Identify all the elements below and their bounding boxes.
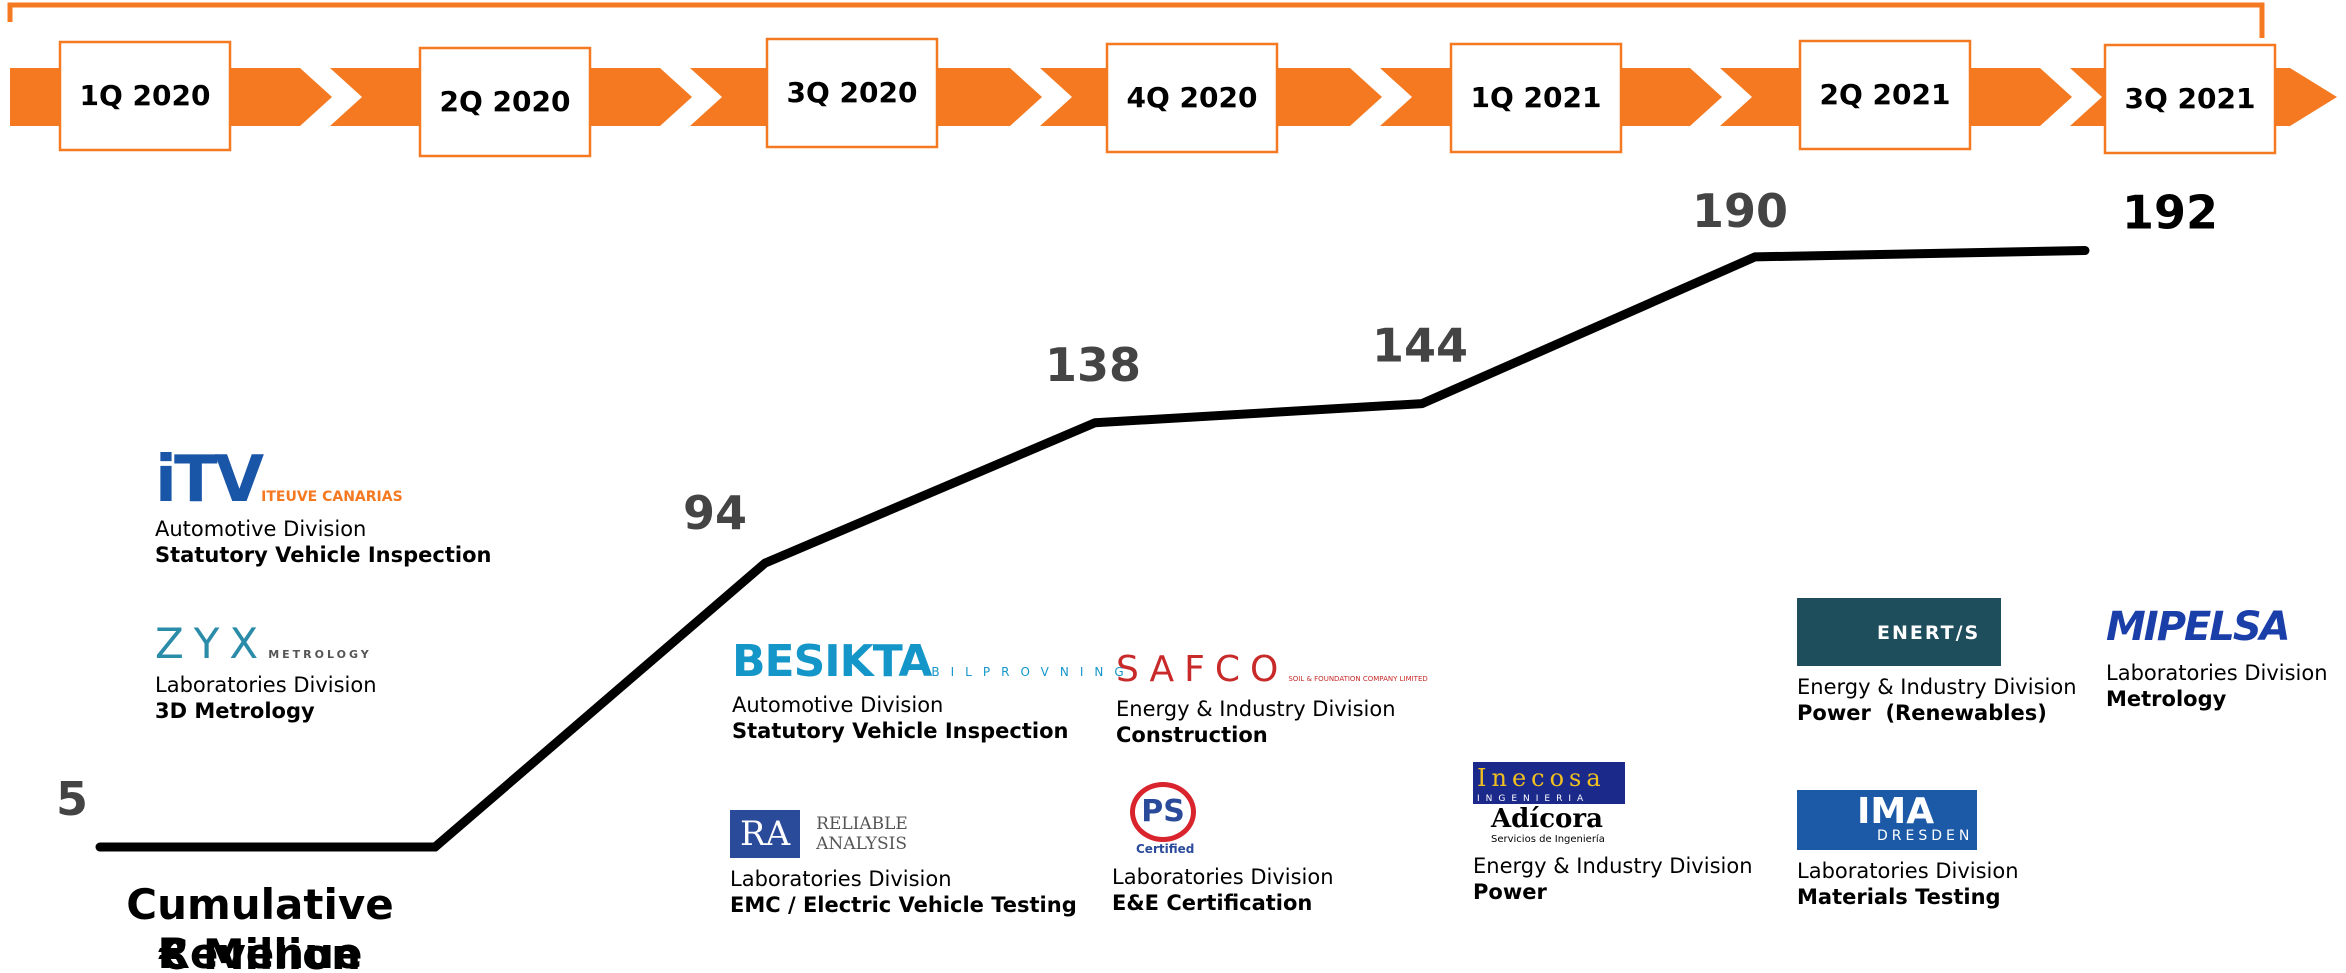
logo: SAFCOSOIL & FOUNDATION COMPANY LIMITED — [1116, 652, 1428, 688]
logo-text: RA — [730, 810, 801, 858]
logo-text: IMA — [1797, 790, 1977, 830]
logo: Inecosa INGENIERIA Adícora Servicios de Ing… — [1473, 762, 1753, 845]
chevron — [1350, 68, 1412, 126]
value-label: 192 — [2122, 186, 2218, 240]
focus: Construction — [1116, 723, 1268, 747]
value-label: 190 — [1692, 184, 1788, 238]
logo-text: PS — [1130, 782, 1196, 842]
logo-text: DRESDEN — [1797, 828, 1977, 850]
caption: € Million — [159, 930, 361, 973]
logo-text: BILPROVNING — [931, 665, 1135, 679]
acquisition: IMA DRESDEN Laboratories Division Materials… — [1797, 790, 2019, 910]
logo-text: Certified — [1136, 842, 1195, 856]
logo-text: Adícora — [1491, 804, 1603, 834]
focus: Power (Renewables) — [1797, 701, 2047, 725]
division: Automotive Division — [732, 693, 944, 717]
logo-text: ZYX — [155, 619, 269, 668]
logo-text: BESIKTA — [732, 636, 932, 687]
focus: E&E Certification — [1112, 891, 1313, 915]
focus: Statutory Vehicle Inspection — [732, 719, 1069, 743]
focus: Power — [1473, 880, 1547, 904]
revenue-line — [430, 246, 2090, 852]
acquisition: PS Certified Laboratories Division E&E Cert… — [1112, 782, 1334, 916]
acquisition: Inecosa INGENIERIA Adícora Servicios de Ing… — [1473, 762, 1753, 905]
chevron — [1010, 68, 1072, 126]
chevron — [300, 68, 362, 126]
logo: ENERT/S — [1797, 598, 2077, 666]
acquisition: ZYXMETROLOGY Laboratories Division 3D Metr… — [155, 623, 377, 724]
chevron — [1690, 68, 1752, 126]
focus: EMC / Electric Vehicle Testing — [730, 893, 1077, 917]
logo: PS Certified — [1112, 782, 1334, 856]
division: Energy & Industry Division — [1116, 697, 1396, 721]
acquisition: RA RELIABLE ANALYSIS Laboratories Division… — [730, 810, 1077, 918]
caption: Cumulative Revenue — [126, 880, 394, 973]
division: Laboratories Division — [1797, 859, 2019, 883]
logo-text: SOIL & FOUNDATION COMPANY LIMITED — [1288, 675, 1428, 683]
logo-text: MIPELSA — [2106, 604, 2291, 650]
quarter-box — [418, 46, 592, 158]
division: Laboratories Division — [1112, 865, 1334, 889]
value-label: 138 — [1045, 338, 1141, 392]
acquisition: SAFCOSOIL & FOUNDATION COMPANY LIMITED En… — [1116, 652, 1428, 748]
quarter-box — [2103, 43, 2277, 155]
focus: Materials Testing — [1797, 885, 2001, 909]
quarter-label: 1Q 2021 — [1471, 81, 1602, 114]
quarter-label: 4Q 2020 — [1127, 81, 1258, 114]
logo: IMA DRESDEN — [1797, 790, 2019, 850]
division: Laboratories Division — [155, 673, 377, 697]
bracket — [7, 2, 2265, 38]
focus: Metrology — [2106, 687, 2227, 711]
logo-text: iTV — [155, 443, 264, 517]
quarter-label: 2Q 2021 — [1820, 78, 1951, 111]
focus: Statutory Vehicle Inspection — [155, 543, 492, 567]
acquisition: BESIKTABILPROVNING Automotive Division Sta… — [732, 640, 1135, 744]
value-label: 144 — [1372, 319, 1468, 373]
logo-text: SAFCO — [1116, 649, 1289, 690]
division: Energy & Industry Division — [1473, 854, 1753, 878]
logo-text: METROLOGY — [268, 648, 372, 661]
logo: ZYXMETROLOGY — [155, 623, 377, 665]
logo-text: RELIABLE ANALYSIS — [816, 814, 908, 854]
division: Laboratories Division — [730, 867, 952, 891]
acquisition: iTVITEUVE CANARIAS Automotive Division Sta… — [155, 448, 492, 568]
quarter-label: 3Q 2021 — [2125, 82, 2256, 115]
quarter-box — [1449, 42, 1623, 154]
quarter-box — [58, 40, 232, 152]
logo: MIPELSA — [2106, 602, 2328, 652]
value-label: 5 — [56, 772, 88, 826]
logo-text: ENERT/S — [1797, 598, 2001, 666]
division: Laboratories Division — [2106, 661, 2328, 685]
quarter-box — [1798, 39, 1972, 151]
acquisition: ENERT/S Energy & Industry Division Power (… — [1797, 598, 2077, 726]
quarter-box — [1105, 42, 1279, 154]
logo-text: INGENIERIA — [1473, 794, 1625, 804]
logo-text: ITEUVE CANARIAS — [261, 489, 403, 505]
logo: BESIKTABILPROVNING — [732, 640, 1135, 684]
focus: 3D Metrology — [155, 699, 315, 723]
quarter-box — [765, 37, 939, 149]
logo-text: Servicios de Ingeniería — [1491, 834, 1605, 845]
logo: iTVITEUVE CANARIAS — [155, 448, 491, 512]
division: Automotive Division — [155, 517, 367, 541]
value-label: 94 — [683, 486, 747, 540]
division: Energy & Industry Division — [1797, 675, 2077, 699]
quarter-label: 3Q 2020 — [787, 76, 918, 109]
quarter-label: 2Q 2020 — [440, 85, 571, 118]
chevron — [2040, 68, 2102, 126]
chevron — [660, 68, 722, 126]
logo-text: Inecosa — [1473, 762, 1625, 794]
quarter-label: 1Q 2020 — [80, 79, 211, 112]
acquisition: MIPELSA Laboratories Division Metrology — [2106, 602, 2328, 712]
logo: RA RELIABLE ANALYSIS — [730, 810, 1077, 858]
